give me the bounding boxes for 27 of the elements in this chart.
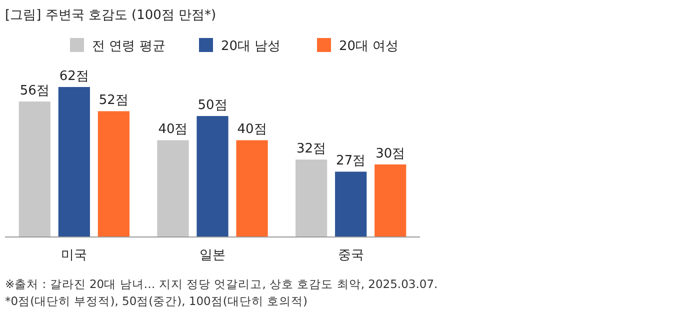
- data-label: 32점: [296, 142, 326, 157]
- data-label: 30점: [376, 146, 406, 162]
- data-label: 56점: [20, 84, 50, 99]
- bar: [335, 172, 367, 237]
- legend-label: 20대 여성: [339, 39, 399, 54]
- x-tick-label: 중국: [338, 248, 364, 263]
- bar: [157, 140, 189, 237]
- text: *0점(대단히 부정적), 50점(중간), 100점(대단히 호의적): [5, 294, 308, 308]
- bar: [374, 164, 406, 237]
- data-label: 62점: [59, 69, 89, 84]
- legend-label: 20대 남성: [221, 39, 281, 54]
- chart-title: [그림] 주변국 호감도 (100점 만점*): [5, 8, 216, 23]
- data-label: 50점: [198, 98, 228, 114]
- x-tick-label: 미국: [61, 248, 88, 263]
- bar: [58, 87, 90, 237]
- bar: [196, 116, 228, 237]
- legend-label: 전 연령 평균: [92, 39, 166, 54]
- data-label: 52점: [98, 93, 128, 108]
- bar: [296, 160, 328, 237]
- bar: [18, 102, 50, 237]
- text: ※출처 : 갈라진 20대 남녀… 지지 정당 엇갈리고, 상호 호감도 최악, 2025.03.07.: [5, 277, 438, 291]
- data-label: 40점: [158, 122, 188, 138]
- x-tick-label: 일본: [200, 248, 226, 263]
- bar: [236, 140, 268, 237]
- data-label: 40점: [237, 122, 267, 138]
- data-label: 27점: [336, 154, 366, 169]
- bar: [98, 111, 130, 237]
